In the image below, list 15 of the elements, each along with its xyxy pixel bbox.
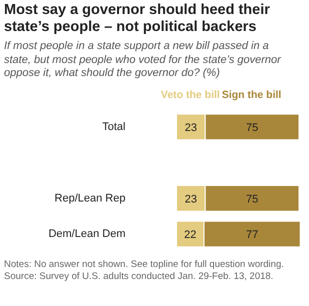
series-label: Sign the bill [222,89,282,102]
chart-title: Most say a governor should heed their state’s people – not political backers [4,2,271,36]
data-label: 23 [184,122,198,134]
y-tick-label: Total [102,121,126,134]
y-tick-label: Rep/Lean Rep [54,192,126,205]
data-label: 75 [246,122,258,134]
data-label: 23 [184,194,198,206]
source-note: Source: Survey of U.S. adults conducted Jan. 29-Feb. 13, 2018. [4,271,274,282]
data-label: 22 [184,229,196,242]
y-tick-label: Dem/Lean Dem [48,228,126,240]
data-label: 75 [246,194,258,206]
text: Notes: No answer not shown. See topline for full question wording. [4,259,284,270]
series-label: Veto the bill [160,89,220,102]
chart-subtitle: If most people in a state support a new bill passed in a state, but most people who voted for the state’s governor oppose it, what should the governor do? (%) [4,40,282,81]
data-label: 77 [246,229,258,242]
